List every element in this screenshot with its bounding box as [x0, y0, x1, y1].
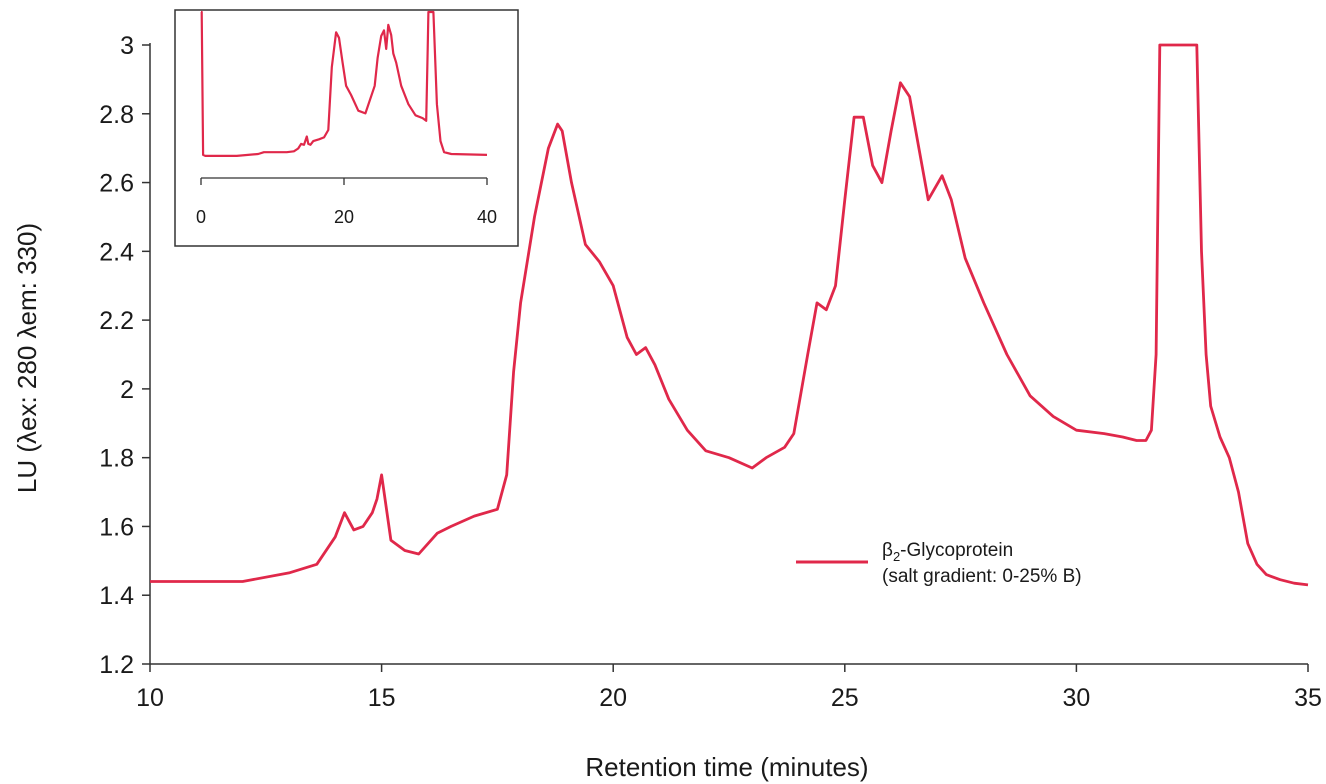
x-tick-label: 10: [136, 684, 164, 712]
x-axis-title: Retention time (minutes): [585, 752, 868, 782]
y-tick-label: 2.4: [99, 238, 134, 266]
legend-label-subscript: 2: [893, 549, 900, 564]
y-tick-label: 1.6: [99, 513, 134, 541]
y-tick-labels: 1.2 1.4 1.6 1.8 2 2.2 2.4 2.6 2.8 3: [99, 32, 134, 679]
legend: β2-Glycoprotein (salt gradient: 0-25% B): [796, 540, 1082, 587]
legend-label-rest: -Glycoprotein: [900, 540, 1013, 561]
legend-label-main: β: [882, 540, 893, 561]
x-tick-label: 35: [1294, 684, 1322, 712]
series-line: [150, 43, 1309, 587]
y-tick-label: 2: [120, 376, 134, 404]
inset-x-tick-label: 40: [477, 207, 497, 227]
inset-x-tick-label: 20: [334, 207, 354, 227]
y-tick-label: 1.2: [99, 651, 134, 679]
y-tick-label: 3: [120, 32, 134, 60]
x-tick-labels: 10 15 20 25 30 35: [136, 684, 1322, 712]
main-axes: [142, 43, 1309, 672]
inset-axes: [200, 177, 488, 185]
y-tick-label: 2.8: [99, 101, 134, 129]
legend-label-line1: β2-Glycoprotein: [882, 540, 1013, 564]
inset-frame: [174, 9, 519, 247]
inset-x-tick-label: 0: [196, 207, 206, 227]
legend-label-line2: (salt gradient: 0-25% B): [882, 566, 1082, 587]
inset-series-line: [200, 10, 488, 157]
inset-series-line: [200, 10, 488, 157]
y-tick-label: 2.6: [99, 170, 134, 198]
y-axis-title: LU (λex: 280 λem: 330): [12, 223, 42, 493]
x-tick-label: 25: [831, 684, 859, 712]
x-tick-label: 15: [368, 684, 396, 712]
y-tick-label: 1.8: [99, 445, 134, 473]
x-tick-label: 20: [599, 684, 627, 712]
y-tick-label: 1.4: [99, 582, 134, 610]
x-tick-label: 30: [1062, 684, 1090, 712]
inset-chart: 0 20 40: [174, 9, 519, 247]
series-lines: [150, 43, 1309, 587]
inset-x-tick-labels: 0 20 40: [196, 207, 497, 227]
y-tick-label: 2.2: [99, 307, 134, 335]
